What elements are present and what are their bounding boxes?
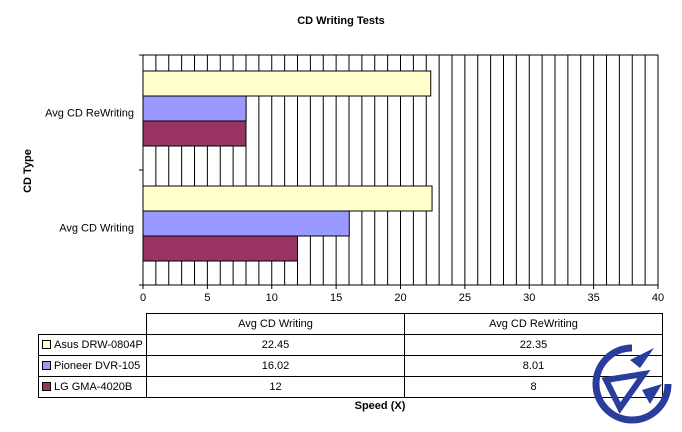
- data-table-header-row: Avg CD Writing Avg CD ReWriting: [39, 313, 663, 335]
- x-axis-label: Speed (X): [354, 400, 406, 412]
- data-table-cell: 12: [146, 376, 405, 398]
- bar: [142, 210, 350, 237]
- category-label: Avg CD Writing: [59, 223, 134, 235]
- y-axis-label: CD Type: [22, 149, 34, 193]
- x-tick-label: 5: [204, 292, 210, 304]
- x-tick-label: 40: [652, 292, 664, 304]
- data-table-header: Avg CD Writing: [146, 313, 405, 335]
- legend-swatch: [42, 381, 51, 391]
- data-table-cell: 22.35: [404, 334, 663, 356]
- x-axis-ticks: 0 5 10 15 20 25 30 35 40: [140, 284, 664, 304]
- legend-swatch: [42, 339, 51, 349]
- chart-title: CD Writing Tests: [297, 15, 385, 27]
- data-table-row: LG GMA-4020B 12 8: [38, 376, 663, 398]
- bars-group: [142, 70, 433, 262]
- category-label: Avg CD ReWriting: [45, 108, 134, 120]
- legend-entry: LG GMA-4020B: [38, 376, 147, 398]
- bar: [142, 185, 433, 212]
- legend-swatch: [42, 360, 51, 370]
- data-table: Avg CD Writing Avg CD ReWriting Asus DRW…: [38, 313, 663, 398]
- x-tick-label: 20: [394, 292, 406, 304]
- data-table-row: Pioneer DVR-105 16.02 8.01: [38, 355, 663, 377]
- x-tick-label: 30: [523, 292, 535, 304]
- x-tick-label: 35: [588, 292, 600, 304]
- bar: [142, 70, 432, 97]
- data-table-header: Avg CD ReWriting: [404, 313, 663, 335]
- bar: [142, 95, 247, 122]
- x-tick-label: 10: [266, 292, 278, 304]
- data-table-cell: 16.02: [146, 355, 405, 377]
- data-table-row: Asus DRW-0804P 22.45 22.35: [38, 334, 663, 356]
- bar: [142, 120, 247, 147]
- legend-entry: Pioneer DVR-105: [38, 355, 147, 377]
- x-tick-label: 25: [459, 292, 471, 304]
- bar: [142, 235, 298, 262]
- data-table-cell: 22.45: [146, 334, 405, 356]
- legend-entry: Asus DRW-0804P: [38, 334, 147, 356]
- x-tick-label: 0: [140, 292, 146, 304]
- category-labels: Avg CD Writing Avg CD ReWriting: [45, 108, 134, 235]
- site-logo: [592, 344, 672, 424]
- x-tick-label: 15: [330, 292, 342, 304]
